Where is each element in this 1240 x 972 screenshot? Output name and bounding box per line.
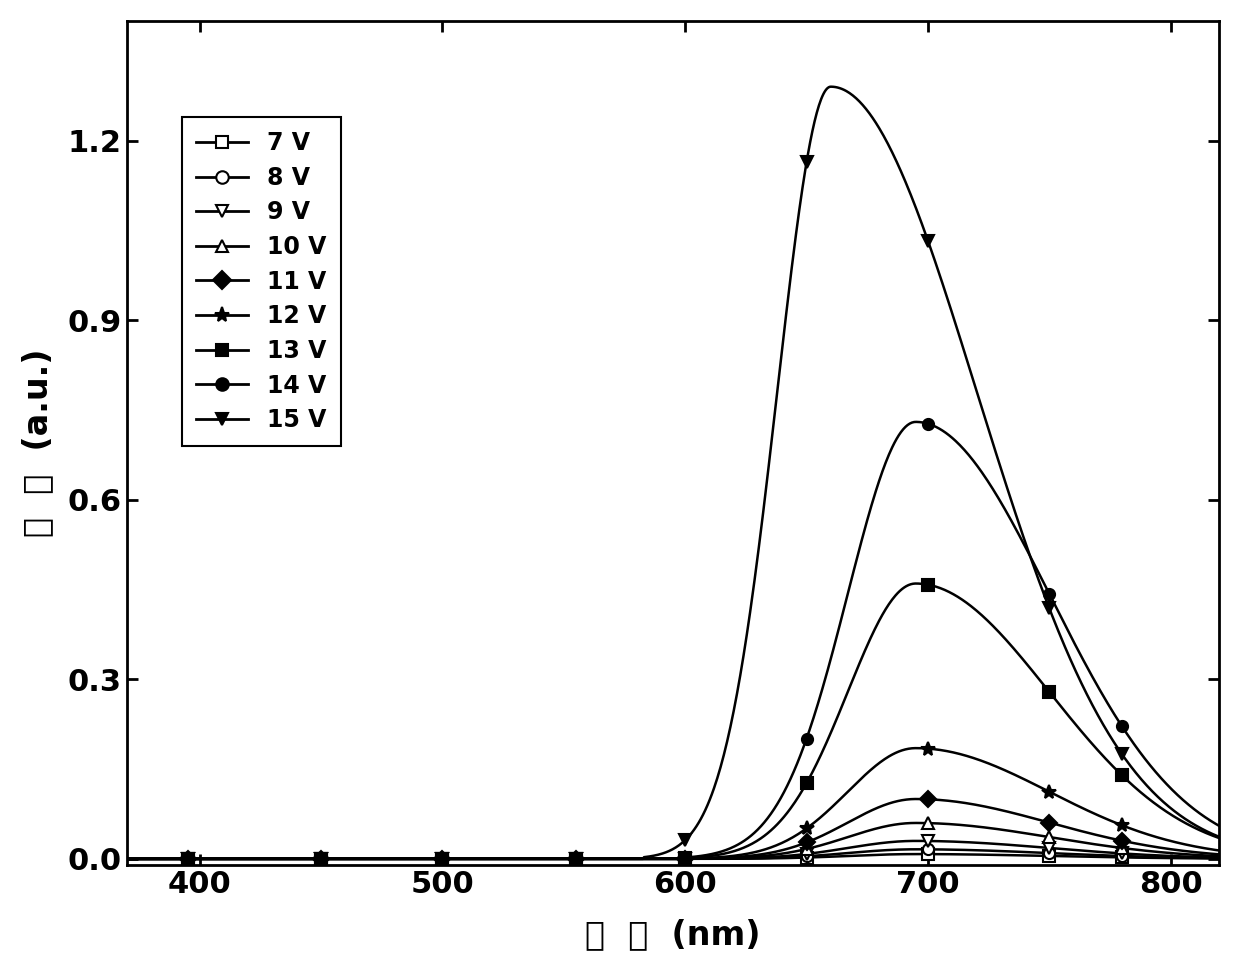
X-axis label: 波  长  (nm): 波 长 (nm) [585, 919, 761, 952]
Legend: 7 V, 8 V, 9 V, 10 V, 11 V, 12 V, 13 V, 14 V, 15 V: 7 V, 8 V, 9 V, 10 V, 11 V, 12 V, 13 V, 1… [182, 117, 341, 446]
Y-axis label: 强  度  (a.u.): 强 度 (a.u.) [21, 349, 53, 538]
